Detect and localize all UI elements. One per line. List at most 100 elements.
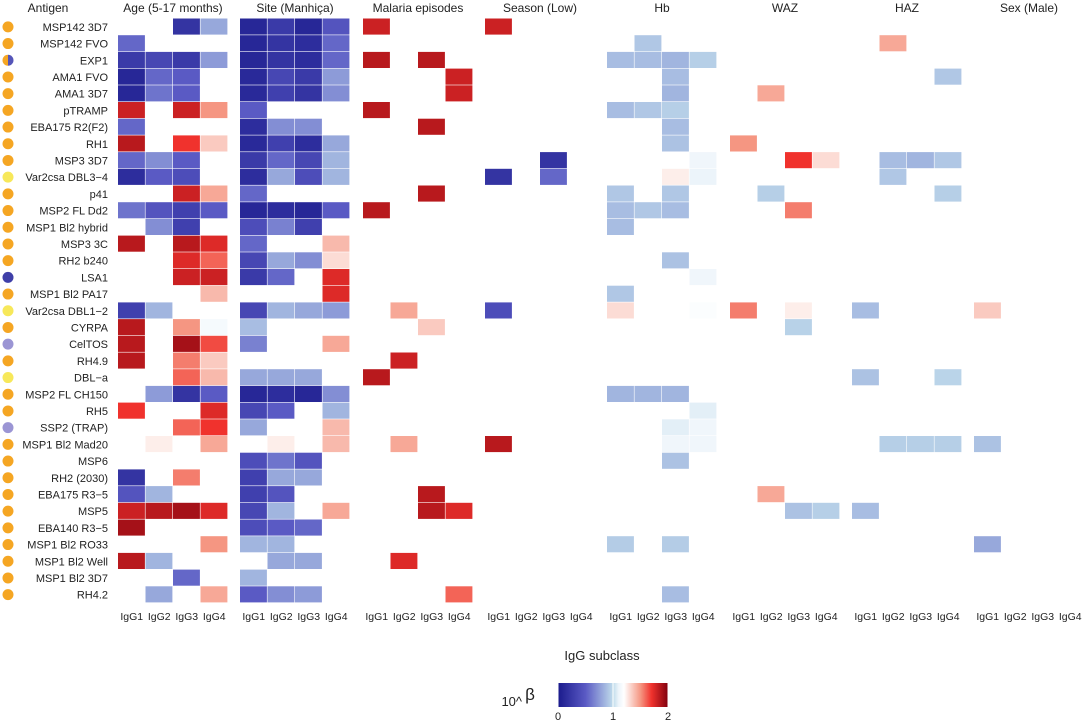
heatmap-cell [173, 235, 200, 252]
antigen-dot [2, 238, 14, 250]
heatmap-cell [322, 436, 350, 453]
heatmap-cell [879, 152, 907, 169]
heatmap-cell [689, 152, 717, 169]
heatmap-cell [240, 335, 267, 352]
antigen-label-msp1-bl2-ro33: MSP1 Bl2 RO33 [27, 540, 108, 552]
subclass-tick-igg4: IgG4 [325, 611, 348, 623]
heatmap-cell [607, 302, 634, 319]
heatmap-cell [607, 202, 634, 219]
colorbar-tick-2: 2 [665, 711, 671, 723]
subclass-tick-igg1: IgG1 [242, 611, 265, 623]
heatmap-cell [240, 152, 267, 169]
heatmap-cell [173, 202, 200, 219]
antigen-dot [2, 355, 14, 367]
heatmap-cell [934, 185, 962, 202]
heatmap-cell [173, 269, 200, 286]
heatmap-cell [145, 502, 173, 519]
heatmap-cell [240, 51, 267, 68]
antigen-label-ptramp: pTRAMP [63, 105, 108, 117]
subclass-tick-igg3: IgG3 [420, 611, 443, 623]
heatmap-cell [173, 385, 200, 402]
heatmap-cell [118, 68, 145, 85]
antigen-label-msp3-3d7: MSP3 3D7 [55, 155, 108, 167]
heatmap-cell [662, 85, 689, 102]
heatmap-cell [267, 35, 295, 52]
heatmap-cell [907, 152, 934, 169]
heatmap-cell [662, 452, 689, 469]
colorbar: 10^ β 0 1 2 [501, 683, 671, 723]
subclass-tick-igg3: IgG3 [909, 611, 932, 623]
heatmap-cell [145, 202, 173, 219]
panel-title-age-5-17-months: Age (5-17 months) [123, 1, 222, 15]
heatmap-cell [295, 118, 322, 135]
subclass-tick-igg3: IgG3 [787, 611, 810, 623]
heatmap-cell [240, 202, 267, 219]
heatmap-cell [145, 68, 173, 85]
heatmap-cell [200, 586, 228, 603]
heatmap-cell [173, 51, 200, 68]
heatmap-cell [689, 302, 717, 319]
heatmap-cell [118, 235, 145, 252]
antigen-dot [2, 121, 14, 133]
antigen-label-lsa1: LSA1 [81, 272, 108, 284]
heatmap-cell [689, 436, 717, 453]
heatmap-cell [240, 85, 267, 102]
heatmap-cell [322, 252, 350, 269]
heatmap-cell [445, 502, 473, 519]
antigen-label-eba140-r3-5: EBA140 R3−5 [38, 523, 108, 535]
heatmap-cell [267, 118, 295, 135]
heatmap-cell [974, 436, 1001, 453]
heatmap-cell [934, 68, 962, 85]
heatmap-cell [118, 51, 145, 68]
subclass-tick-igg2: IgG2 [148, 611, 171, 623]
heatmap-cell [145, 552, 173, 569]
heatmap-cell [662, 68, 689, 85]
subclass-tick-igg4: IgG4 [570, 611, 593, 623]
heatmap-cell [322, 269, 350, 286]
heatmap-cell [173, 68, 200, 85]
heatmap-cell [295, 519, 322, 536]
heatmap-cell [240, 252, 267, 269]
antigen-dot [2, 271, 14, 283]
subclass-tick-igg3: IgG3 [542, 611, 565, 623]
heatmap-cell [322, 385, 350, 402]
heatmap-cell [240, 519, 267, 536]
heatmap-cell [852, 502, 879, 519]
heatmap-cell [173, 502, 200, 519]
heatmap-cell [662, 436, 689, 453]
heatmap-cell [240, 135, 267, 152]
heatmap-cell [240, 419, 267, 436]
heatmap-cell [200, 352, 228, 369]
heatmap-cell [485, 302, 512, 319]
heatmap-cell [118, 85, 145, 102]
heatmap-cell [118, 352, 145, 369]
heatmap-cell [322, 419, 350, 436]
heatmap-cell [934, 369, 962, 386]
heatmap-cell [852, 302, 879, 319]
antigen-label-rh4-2: RH4.2 [77, 590, 108, 602]
antigen-label-celtos: CelTOS [69, 339, 108, 351]
heatmap-cell [118, 502, 145, 519]
heatmap-cell [295, 168, 322, 185]
antigen-label-msp1-bl2-3d7: MSP1 Bl2 3D7 [36, 573, 108, 585]
antigen-label-p41: p41 [90, 189, 108, 201]
heatmap-cell [607, 102, 634, 119]
heatmap-cell [322, 235, 350, 252]
antigen-dot [2, 505, 14, 517]
heatmap-cell [295, 51, 322, 68]
antigen-dot [2, 539, 14, 551]
heatmap-cell [445, 85, 473, 102]
heatmap-cell [267, 68, 295, 85]
antigen-label-eba175-r3-5: EBA175 R3−5 [38, 489, 108, 501]
heatmap-cell [485, 168, 512, 185]
antigen-dot [2, 71, 14, 83]
heatmap-cell [267, 18, 295, 35]
heatmap-cell [145, 168, 173, 185]
heatmap-cell [757, 486, 785, 503]
antigen-label-ama1-3d7: AMA1 3D7 [55, 89, 108, 101]
heatmap-cell [173, 352, 200, 369]
heatmap-cell [267, 385, 295, 402]
heatmap-cell [118, 168, 145, 185]
heatmap-cell [240, 269, 267, 286]
heatmap-cell [634, 385, 662, 402]
